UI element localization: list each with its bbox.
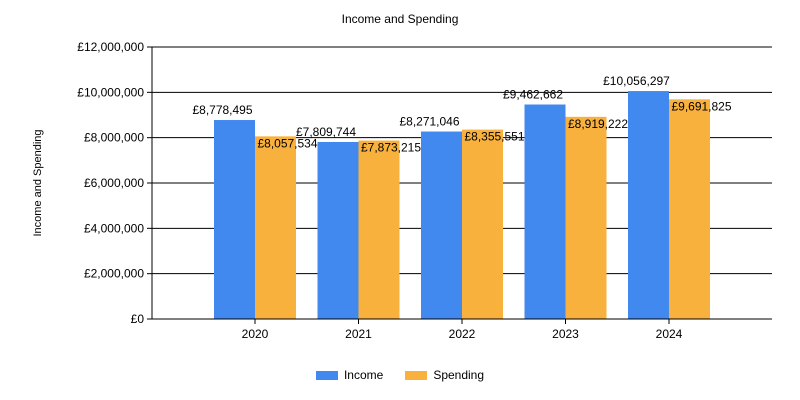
x-tick-label: 2022 — [449, 327, 476, 341]
data-label-income: £8,271,046 — [399, 115, 459, 129]
data-label-spending: £8,355,551 — [464, 130, 524, 144]
legend-label-spending: Spending — [433, 368, 485, 382]
legend-item-income: Income — [315, 368, 384, 382]
x-tick-label: 2020 — [242, 327, 269, 341]
bar-income — [524, 104, 566, 319]
bar-income — [317, 141, 359, 319]
data-label-spending: £8,919,222 — [568, 117, 628, 131]
data-label-income: £10,056,297 — [603, 74, 670, 88]
legend-label-income: Income — [343, 368, 384, 382]
data-label-spending: £7,873,215 — [361, 141, 421, 155]
x-tick-label: 2021 — [345, 327, 372, 341]
y-tick-label: £12,000,000 — [77, 40, 144, 54]
legend: Income Spending — [0, 368, 800, 382]
bar-income — [214, 120, 255, 319]
y-tick-label: £6,000,000 — [84, 176, 144, 190]
data-label-income: £8,778,495 — [192, 103, 252, 117]
data-label-spending: £8,057,534 — [257, 136, 317, 150]
chart-title: Income and Spending — [341, 12, 459, 26]
data-label-income: £7,809,744 — [296, 125, 356, 139]
y-tick-label: £10,000,000 — [77, 85, 144, 99]
axes: £0 £2,000,000 £4,000,000 £6,000,000 £8,000,0… — [77, 40, 772, 341]
bar-spending — [565, 116, 607, 320]
y-tick-label: £8,000,000 — [84, 131, 144, 145]
legend-item-spending: Spending — [405, 368, 484, 382]
data-labels: £8,778,495 £8,057,534£7,809,744 £7,873,215… — [192, 74, 731, 154]
legend-swatch-income — [315, 370, 338, 380]
data-label-spending: £9,691,825 — [671, 99, 731, 113]
legend-swatch-spending — [405, 370, 428, 380]
x-tick-label: 2023 — [552, 327, 579, 341]
bar-income — [628, 91, 669, 319]
bar-income — [421, 131, 462, 319]
y-tick-label: £4,000,000 — [84, 221, 144, 235]
bar-spending — [669, 99, 710, 319]
y-tick-label: £2,000,000 — [84, 267, 144, 281]
data-label-income: £9,462,662 — [503, 88, 563, 102]
y-tick-label: £0 — [131, 312, 145, 326]
bar-spending — [358, 140, 400, 319]
bar-spending — [462, 129, 503, 319]
x-tick-label: 2024 — [656, 327, 683, 341]
bars — [214, 91, 710, 320]
bar-spending — [255, 136, 296, 319]
